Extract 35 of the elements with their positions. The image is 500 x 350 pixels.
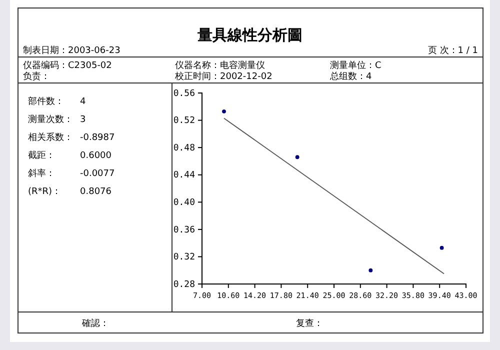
y-tick-label: 0.40: [173, 198, 195, 208]
text: -0.8987: [80, 133, 115, 143]
text: 4: [80, 97, 86, 107]
text: 仪器编码：C2305-02: [23, 60, 112, 71]
chart-title: 量具線性分析圖: [196, 26, 302, 44]
point: [440, 246, 444, 250]
point: [368, 268, 373, 272]
text: 0.6000: [80, 151, 112, 161]
text: 负责：: [23, 71, 50, 82]
y-tick-label: 0.36: [173, 225, 195, 236]
text: 3: [80, 115, 86, 125]
text: 截距：: [28, 150, 55, 161]
text: 仪器名称：电容测量仪: [175, 60, 265, 71]
y-tick-label: 0.52: [173, 116, 195, 126]
text: 校正时间：2002-12-02: [174, 71, 272, 82]
text: 相关系数：: [28, 132, 73, 143]
text: (R*R)：: [28, 187, 62, 197]
text: 制表日期：2003-06-23: [23, 45, 120, 56]
point: [295, 155, 300, 160]
text: 测量单位：C: [330, 60, 382, 71]
text: 部件数：: [28, 96, 64, 107]
y-tick-label: 0.32: [173, 252, 195, 263]
text: 测量次数：: [28, 114, 73, 125]
y-tick-label: 0.44: [173, 170, 195, 181]
text: 確認：: [81, 318, 109, 329]
y-tick-label: 0.28: [173, 280, 195, 290]
text: 页 次：1 / 1: [428, 45, 478, 56]
text: -0.0077: [80, 169, 115, 179]
text: 总组数：4: [329, 71, 372, 82]
y-tick-label: 0.56: [173, 88, 195, 99]
point: [222, 109, 226, 114]
y-tick-label: 0.48: [173, 143, 195, 154]
text: 0.8076: [80, 187, 112, 197]
text: 斜率：: [28, 168, 55, 179]
text: 复查：: [296, 318, 323, 329]
